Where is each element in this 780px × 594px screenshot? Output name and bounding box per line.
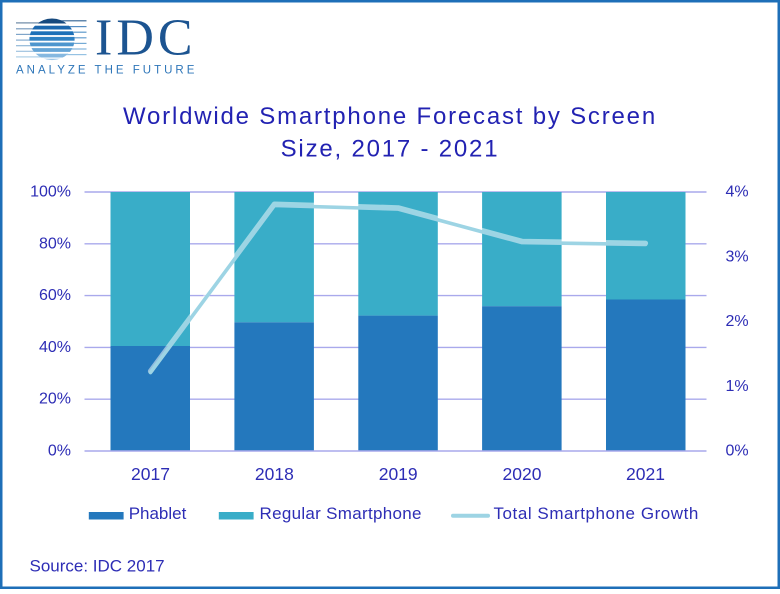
- svg-text:0%: 0%: [726, 443, 749, 460]
- svg-text:Regular Smartphone: Regular Smartphone: [260, 504, 422, 523]
- svg-text:Source: IDC 2017: Source: IDC 2017: [30, 557, 165, 576]
- svg-text:Total Smartphone Growth: Total Smartphone Growth: [494, 504, 699, 523]
- svg-text:60%: 60%: [39, 287, 71, 304]
- svg-text:IDC: IDC: [95, 10, 197, 67]
- svg-text:40%: 40%: [39, 339, 71, 356]
- svg-text:Phablet: Phablet: [129, 504, 187, 523]
- svg-text:4%: 4%: [726, 184, 749, 201]
- svg-text:Size, 2017 - 2021: Size, 2017 - 2021: [281, 136, 500, 163]
- svg-text:ANALYZE THE FUTURE: ANALYZE THE FUTURE: [16, 64, 197, 76]
- svg-text:2020: 2020: [503, 464, 542, 484]
- svg-text:1%: 1%: [726, 378, 749, 395]
- svg-text:2018: 2018: [255, 464, 294, 484]
- svg-text:3%: 3%: [726, 248, 749, 265]
- svg-text:2019: 2019: [379, 464, 418, 484]
- svg-text:2021: 2021: [626, 464, 665, 484]
- svg-text:Worldwide Smartphone Forecast: Worldwide Smartphone Forecast by Screen: [123, 103, 657, 130]
- svg-text:0%: 0%: [48, 443, 71, 460]
- svg-text:80%: 80%: [39, 235, 71, 252]
- svg-text:2017: 2017: [131, 464, 170, 484]
- svg-text:100%: 100%: [30, 184, 71, 201]
- svg-text:2%: 2%: [726, 313, 749, 330]
- svg-text:20%: 20%: [39, 391, 71, 408]
